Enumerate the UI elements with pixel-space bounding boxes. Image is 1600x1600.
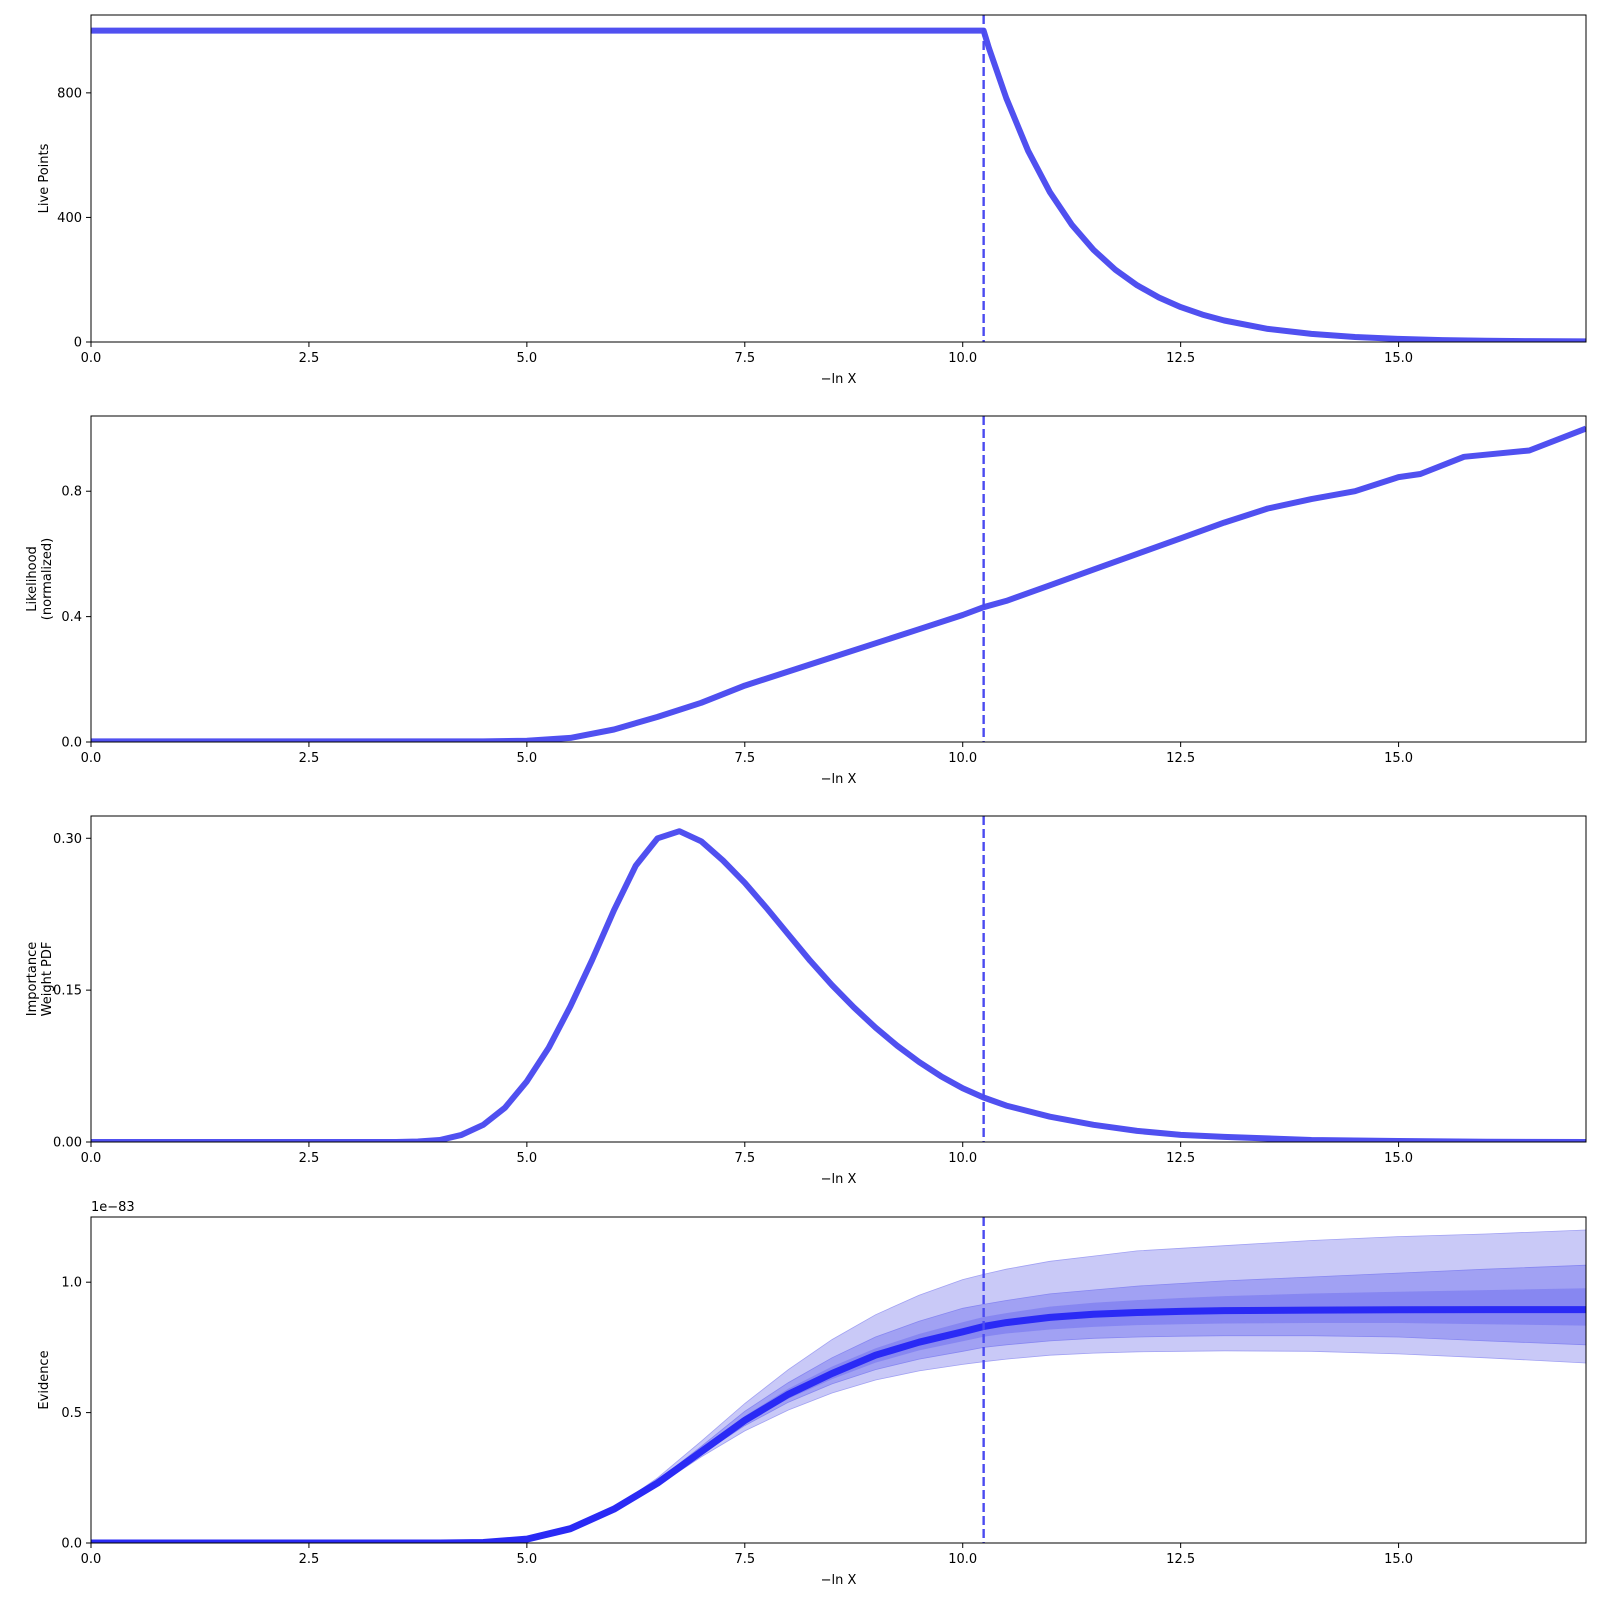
x-tick-label: 7.5 — [734, 1552, 755, 1567]
x-tick-label: 12.5 — [1166, 751, 1195, 766]
x-tick-label: 12.5 — [1166, 1151, 1195, 1166]
y-tick-label: 0 — [74, 336, 82, 351]
x-axis-label: −ln X — [821, 372, 857, 387]
x-tick-label: 2.5 — [299, 751, 320, 766]
x-tick-label: 12.5 — [1166, 351, 1195, 366]
x-tick-label: 7.5 — [734, 1151, 755, 1166]
x-tick-label: 0.0 — [81, 351, 102, 366]
x-tick-label: 15.0 — [1384, 1151, 1413, 1166]
confidence-band-2 — [91, 1264, 1586, 1543]
y-axis-label: ImportanceWeight PDF — [25, 942, 55, 1017]
series-line — [91, 425, 1586, 742]
panel-evidence: 0.0 2.5 5.0 7.5 10.0 12.5 15.0 0.0 0.5 1.0 −ln X Ev… — [37, 1200, 1587, 1588]
x-tick-label: 10.0 — [948, 1552, 977, 1567]
x-tick-label: 0.0 — [81, 1552, 102, 1567]
y-tick-label: 0.15 — [53, 984, 82, 999]
x-axis-label: −ln X — [821, 772, 857, 787]
y-tick-label: 1.0 — [61, 1276, 82, 1291]
y-axis-label: Likelihood(normalized) — [25, 538, 55, 620]
x-tick-label: 2.5 — [299, 1552, 320, 1567]
x-tick-label: 5.0 — [517, 1552, 538, 1567]
y-tick-label: 0.0 — [61, 736, 82, 751]
y-axis-label: Live Points — [37, 143, 52, 213]
axes-frame — [90, 1216, 1587, 1544]
x-tick-label: 15.0 — [1384, 751, 1413, 766]
x-tick-label: 5.0 — [517, 1151, 538, 1166]
x-tick-label: 7.5 — [734, 351, 755, 366]
y-tick-label: 0.5 — [61, 1406, 82, 1421]
x-tick-label: 15.0 — [1384, 1552, 1413, 1567]
y-tick-label: 0.0 — [61, 1537, 82, 1552]
series-line — [91, 828, 1586, 1142]
y-tick-label: 0.8 — [61, 485, 82, 500]
x-tick-label: 0.0 — [81, 751, 102, 766]
y-tick-label: 800 — [57, 86, 82, 101]
panel-importance-weight: 0.0 2.5 5.0 7.5 10.0 12.5 15.0 0.00 0.15 0.30 −ln … — [25, 815, 1587, 1187]
y-tick-label: 0.4 — [61, 610, 82, 625]
x-tick-label: 10.0 — [948, 751, 977, 766]
x-tick-label: 0.0 — [81, 1151, 102, 1166]
x-axis-label: −ln X — [821, 1172, 857, 1187]
axes-frame — [90, 14, 1587, 343]
y-tick-label: 400 — [57, 211, 82, 226]
x-tick-label: 5.0 — [517, 751, 538, 766]
x-tick-label: 2.5 — [299, 1151, 320, 1166]
x-tick-label: 7.5 — [734, 751, 755, 766]
x-axis-label: −ln X — [821, 1573, 857, 1588]
plot-area — [91, 416, 1586, 742]
axes-frame — [90, 415, 1587, 743]
panel-likelihood: 0.0 2.5 5.0 7.5 10.0 12.5 15.0 0.0 0.4 0.8 −ln X Li… — [25, 415, 1587, 787]
y-tick-label: 0.30 — [53, 832, 82, 847]
plot-area — [91, 1217, 1586, 1543]
y-axis-label: Evidence — [37, 1350, 52, 1409]
panel-live-points: 0.0 2.5 5.0 7.5 10.0 12.5 15.0 0 400 800 −ln X Live… — [37, 14, 1587, 387]
x-tick-label: 2.5 — [299, 351, 320, 366]
x-tick-label: 5.0 — [517, 351, 538, 366]
x-tick-label: 12.5 — [1166, 1552, 1195, 1567]
axes-frame — [90, 815, 1587, 1143]
plot-area — [91, 15, 1586, 342]
y-offset-label: 1e−83 — [91, 1200, 135, 1215]
x-tick-label: 15.0 — [1384, 351, 1413, 366]
x-tick-label: 10.0 — [948, 1151, 977, 1166]
series-line — [91, 1306, 1586, 1543]
series-line — [91, 27, 1586, 342]
plot-area — [91, 816, 1586, 1142]
x-tick-label: 10.0 — [948, 351, 977, 366]
y-tick-label: 0.00 — [53, 1136, 82, 1151]
